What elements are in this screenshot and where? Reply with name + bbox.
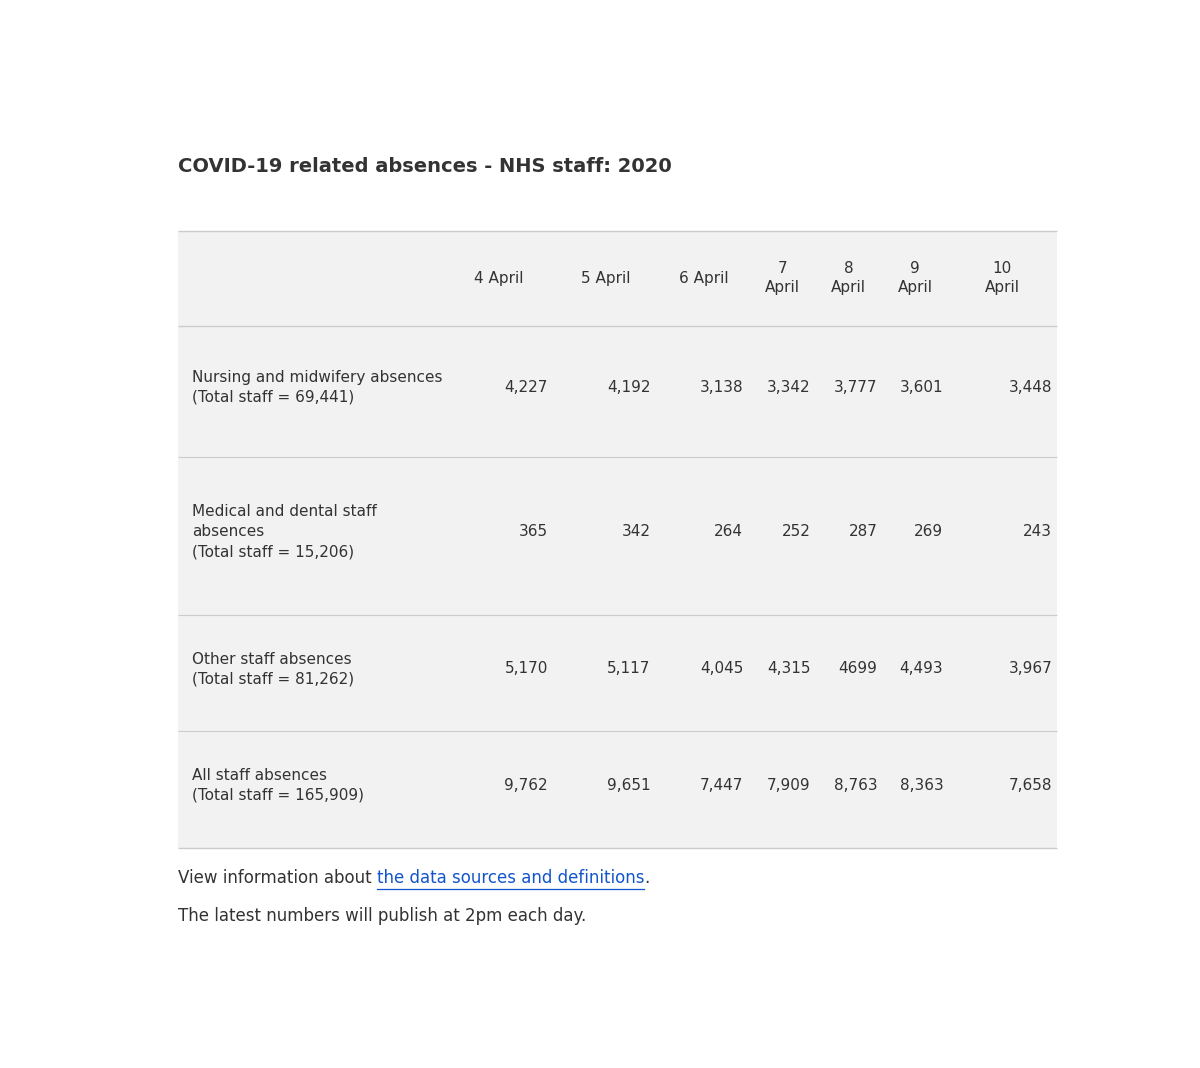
Text: 7,658: 7,658 — [1008, 778, 1052, 792]
Text: 3,601: 3,601 — [900, 379, 943, 395]
Text: 4,192: 4,192 — [607, 379, 650, 395]
Text: Nursing and midwifery absences
(Total staff = 69,441): Nursing and midwifery absences (Total st… — [192, 370, 443, 405]
Text: View information about: View information about — [178, 869, 377, 888]
Text: 5 April: 5 April — [581, 271, 630, 286]
Text: 9
April: 9 April — [898, 262, 932, 295]
Text: 287: 287 — [848, 524, 877, 539]
Bar — [178, 231, 1057, 848]
Text: 4,045: 4,045 — [700, 661, 743, 676]
Text: 3,342: 3,342 — [767, 379, 810, 395]
Text: 243: 243 — [1024, 524, 1052, 539]
Text: 8
April: 8 April — [830, 262, 866, 295]
Text: 3,448: 3,448 — [1008, 379, 1052, 395]
Text: COVID-19 related absences - NHS staff: 2020: COVID-19 related absences - NHS staff: 2… — [178, 157, 672, 176]
Text: the data sources and definitions: the data sources and definitions — [377, 869, 644, 888]
Text: 8,363: 8,363 — [900, 778, 943, 792]
Text: 252: 252 — [781, 524, 810, 539]
Text: Medical and dental staff
absences
(Total staff = 15,206): Medical and dental staff absences (Total… — [192, 504, 377, 559]
Text: 3,777: 3,777 — [834, 379, 877, 395]
Text: 7,909: 7,909 — [767, 778, 810, 792]
Text: 3,967: 3,967 — [1008, 661, 1052, 676]
Text: 3,138: 3,138 — [700, 379, 743, 395]
Text: 5,117: 5,117 — [607, 661, 650, 676]
Text: 7
April: 7 April — [764, 262, 800, 295]
Text: 4,315: 4,315 — [767, 661, 810, 676]
Text: 4699: 4699 — [839, 661, 877, 676]
Text: 264: 264 — [714, 524, 743, 539]
Text: 5,170: 5,170 — [505, 661, 548, 676]
Text: 8,763: 8,763 — [834, 778, 877, 792]
Text: 4,493: 4,493 — [900, 661, 943, 676]
Text: 4,227: 4,227 — [505, 379, 548, 395]
Text: 342: 342 — [622, 524, 650, 539]
Text: 7,447: 7,447 — [700, 778, 743, 792]
Text: All staff absences
(Total staff = 165,909): All staff absences (Total staff = 165,90… — [192, 768, 364, 803]
Text: The latest numbers will publish at 2pm each day.: The latest numbers will publish at 2pm e… — [178, 907, 586, 925]
Text: 9,762: 9,762 — [504, 778, 548, 792]
Text: 9,651: 9,651 — [607, 778, 650, 792]
Text: 6 April: 6 April — [678, 271, 728, 286]
Text: Other staff absences
(Total staff = 81,262): Other staff absences (Total staff = 81,2… — [192, 651, 354, 687]
Text: 4 April: 4 April — [474, 271, 523, 286]
Text: 269: 269 — [914, 524, 943, 539]
Text: .: . — [644, 869, 649, 888]
Text: 10
April: 10 April — [985, 262, 1020, 295]
Text: 365: 365 — [518, 524, 548, 539]
